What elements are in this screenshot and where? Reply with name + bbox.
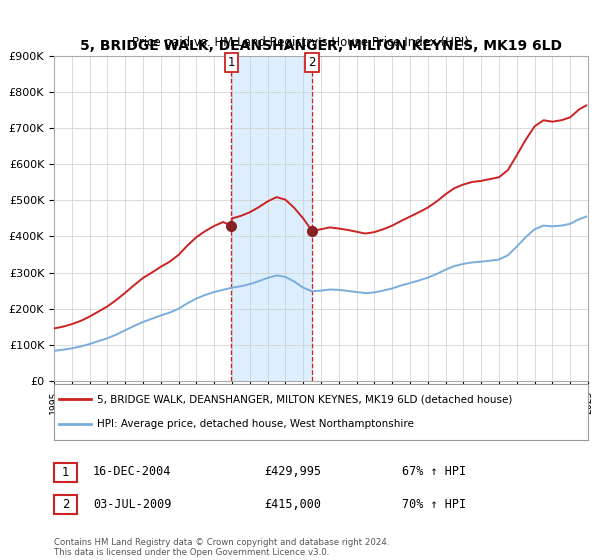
- Text: £429,995: £429,995: [264, 465, 321, 478]
- Text: 70% ↑ HPI: 70% ↑ HPI: [402, 497, 466, 511]
- Bar: [231, 56, 312, 381]
- Text: Contains HM Land Registry data © Crown copyright and database right 2024.
This d: Contains HM Land Registry data © Crown c…: [54, 538, 389, 557]
- Text: £415,000: £415,000: [264, 497, 321, 511]
- Title: 5, BRIDGE WALK, DEANSHANGER, MILTON KEYNES, MK19 6LD: 5, BRIDGE WALK, DEANSHANGER, MILTON KEYN…: [80, 39, 562, 53]
- Text: 1: 1: [227, 56, 235, 69]
- Text: 1: 1: [62, 465, 69, 479]
- Text: 2: 2: [62, 498, 69, 511]
- Text: 2: 2: [308, 56, 316, 69]
- Text: Price paid vs. HM Land Registry's House Price Index (HPI): Price paid vs. HM Land Registry's House …: [131, 36, 469, 49]
- Text: 5, BRIDGE WALK, DEANSHANGER, MILTON KEYNES, MK19 6LD (detached house): 5, BRIDGE WALK, DEANSHANGER, MILTON KEYN…: [97, 394, 512, 404]
- Text: 67% ↑ HPI: 67% ↑ HPI: [402, 465, 466, 478]
- Text: HPI: Average price, detached house, West Northamptonshire: HPI: Average price, detached house, West…: [97, 419, 413, 429]
- Text: 03-JUL-2009: 03-JUL-2009: [93, 497, 172, 511]
- Text: 16-DEC-2004: 16-DEC-2004: [93, 465, 172, 478]
